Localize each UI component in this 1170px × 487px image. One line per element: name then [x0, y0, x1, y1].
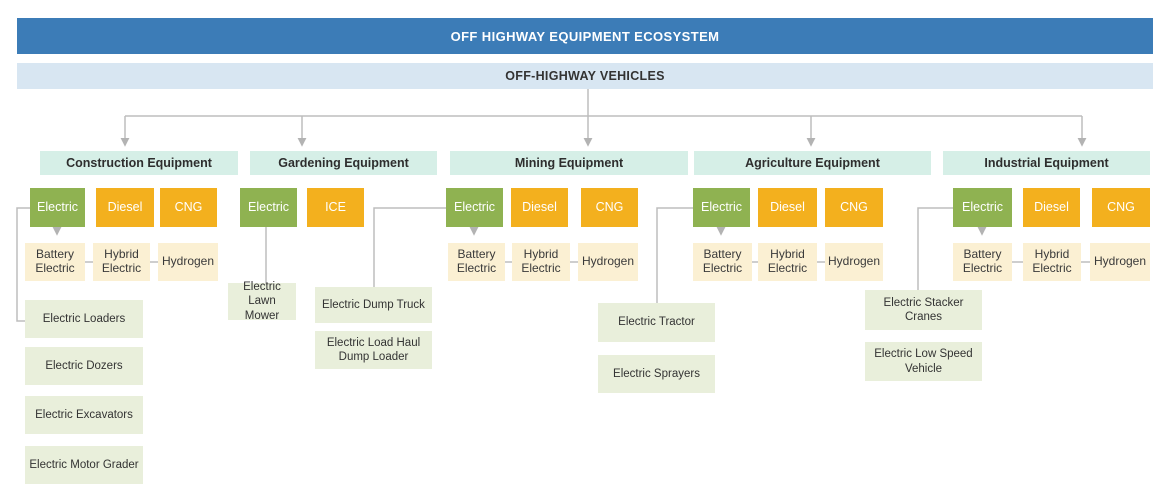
product-node-electric-motor-grader: Electric Motor Grader — [25, 446, 143, 484]
product-node-electric-sprayers: Electric Sprayers — [598, 355, 715, 393]
fuel-node-construction-cng: CNG — [160, 188, 217, 227]
product-node-electric-stacker-cranes: Electric Stacker Cranes — [865, 290, 982, 330]
product-node-electric-tractor: Electric Tractor — [598, 303, 715, 342]
subtype-node-industrial-hybrid-electric: Hybrid Electric — [1023, 243, 1081, 281]
connector-line — [917, 207, 953, 290]
connector-line — [16, 207, 30, 322]
diagram-title-banner: OFF HIGHWAY EQUIPMENT ECOSYSTEM — [17, 18, 1153, 54]
subtype-node-industrial-battery-electric: Battery Electric — [953, 243, 1012, 281]
product-node-electric-low-speed-vehicle: Electric Low Speed Vehicle — [865, 342, 982, 381]
fuel-node-gardening-ice: ICE — [307, 188, 364, 227]
subtype-node-mining-hybrid-electric: Hybrid Electric — [512, 243, 570, 281]
fuel-node-industrial-diesel: Diesel — [1023, 188, 1080, 227]
fuel-node-gardening-electric: Electric — [240, 188, 297, 227]
fuel-node-agriculture-electric: Electric — [693, 188, 750, 227]
product-node-electric-dozers: Electric Dozers — [25, 347, 143, 385]
product-node-electric-dump-truck: Electric Dump Truck — [315, 287, 432, 323]
fuel-node-agriculture-diesel: Diesel — [758, 188, 817, 227]
subtype-node-agriculture-hybrid-electric: Hybrid Electric — [758, 243, 817, 281]
fuel-node-industrial-electric: Electric — [953, 188, 1012, 227]
vehicles-banner: OFF-HIGHWAY VEHICLES — [17, 63, 1153, 89]
connector-line — [656, 207, 693, 303]
subtype-node-construction-hybrid-electric: Hybrid Electric — [93, 243, 150, 281]
category-header-construction: Construction Equipment — [40, 151, 238, 175]
subtype-node-agriculture-hydrogen: Hydrogen — [825, 243, 883, 281]
fuel-node-industrial-cng: CNG — [1092, 188, 1150, 227]
subtype-node-agriculture-battery-electric: Battery Electric — [693, 243, 752, 281]
category-header-industrial: Industrial Equipment — [943, 151, 1150, 175]
product-node-electric-lawn-mower: Electric Lawn Mower — [228, 281, 296, 322]
product-node-electric-loaders: Electric Loaders — [25, 300, 143, 338]
fuel-node-construction-electric: Electric — [30, 188, 85, 227]
subtype-node-industrial-hydrogen: Hydrogen — [1090, 243, 1150, 281]
connector-line — [373, 207, 446, 287]
subtype-node-construction-hydrogen: Hydrogen — [158, 243, 218, 281]
product-node-electric-load-haul-dump-loader: Electric Load Haul Dump Loader — [315, 331, 432, 369]
category-header-gardening: Gardening Equipment — [250, 151, 437, 175]
fuel-node-mining-electric: Electric — [446, 188, 503, 227]
fuel-node-construction-diesel: Diesel — [96, 188, 154, 227]
subtype-node-construction-battery-electric: Battery Electric — [25, 243, 85, 281]
fuel-node-agriculture-cng: CNG — [825, 188, 883, 227]
category-header-mining: Mining Equipment — [450, 151, 688, 175]
subtype-node-mining-battery-electric: Battery Electric — [448, 243, 505, 281]
subtype-node-mining-hydrogen: Hydrogen — [578, 243, 638, 281]
fuel-node-mining-cng: CNG — [581, 188, 638, 227]
category-header-agriculture: Agriculture Equipment — [694, 151, 931, 175]
product-node-electric-excavators: Electric Excavators — [25, 396, 143, 434]
fuel-node-mining-diesel: Diesel — [511, 188, 568, 227]
